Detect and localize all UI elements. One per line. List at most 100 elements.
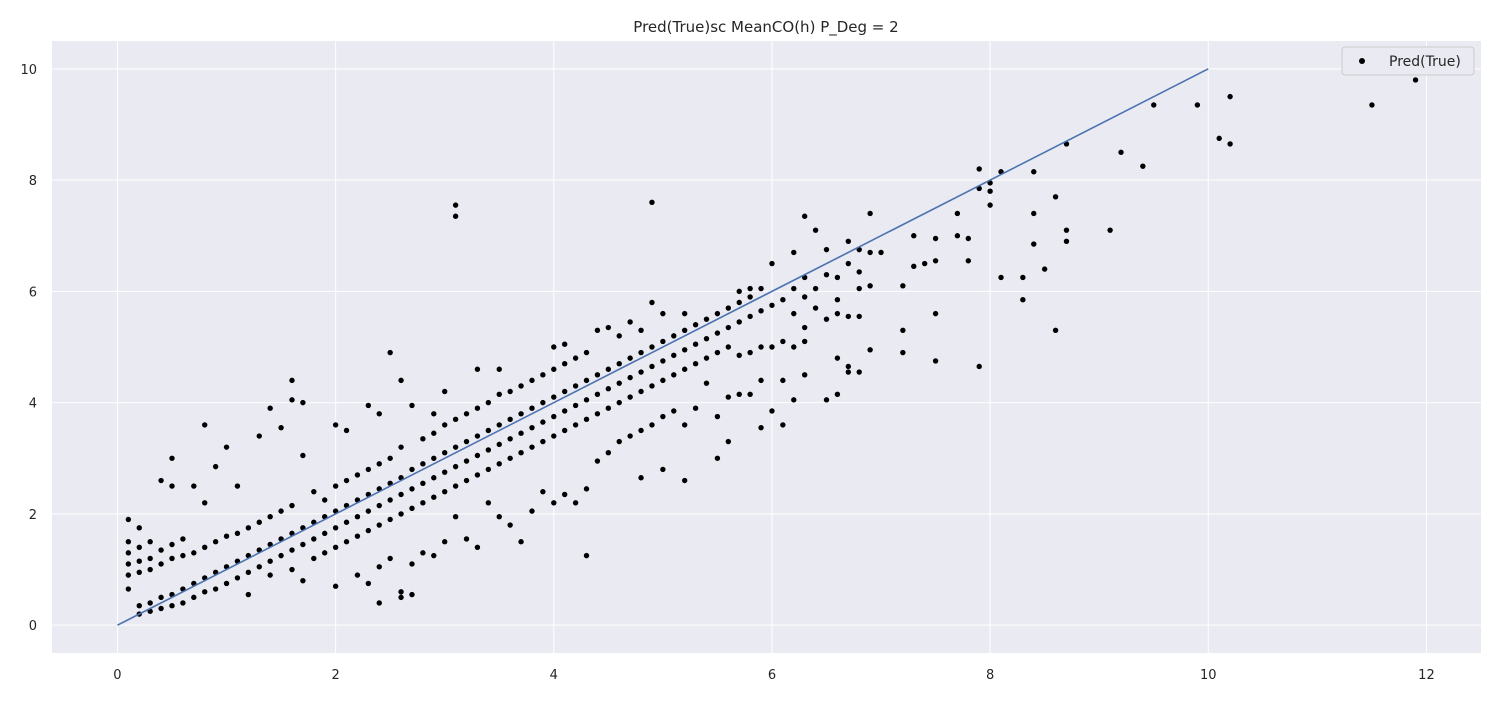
data-point: [540, 399, 546, 406]
data-point: [398, 594, 404, 601]
data-point: [551, 394, 557, 400]
data-point: [507, 416, 513, 423]
data-point: [725, 344, 732, 350]
data-point: [583, 552, 590, 559]
data-point: [594, 391, 601, 397]
data-point: [649, 383, 655, 389]
data-point: [725, 394, 732, 400]
data-point: [616, 360, 622, 367]
data-point: [442, 450, 448, 456]
data-point: [758, 308, 764, 314]
data-point: [551, 366, 557, 372]
data-point: [398, 589, 404, 595]
data-point: [289, 377, 295, 384]
data-point: [834, 274, 841, 281]
data-point: [354, 533, 361, 539]
data-point: [387, 555, 393, 562]
data-point: [1227, 141, 1233, 147]
data-point: [256, 519, 262, 525]
data-point: [452, 513, 459, 520]
data-point: [998, 274, 1004, 281]
data-point: [267, 572, 273, 578]
data-point: [867, 210, 873, 217]
data-point: [463, 438, 470, 445]
data-point: [561, 360, 568, 367]
data-point: [725, 305, 732, 311]
data-point: [223, 533, 230, 539]
data-point: [376, 564, 382, 570]
data-point: [202, 500, 208, 506]
data-point: [954, 233, 961, 239]
data-point: [463, 536, 470, 542]
data-point: [823, 246, 830, 253]
data-point: [485, 447, 492, 453]
data-point: [169, 603, 175, 609]
data-point: [332, 483, 339, 489]
data-point: [474, 472, 481, 478]
data-point: [561, 388, 568, 395]
data-point: [791, 344, 797, 350]
data-point: [529, 444, 535, 450]
data-point: [638, 327, 644, 334]
data-point: [660, 358, 666, 364]
data-point: [758, 344, 764, 350]
data-point: [431, 475, 437, 481]
data-point: [332, 525, 339, 531]
data-point: [507, 455, 513, 461]
data-point: [649, 344, 655, 350]
reference-line: [117, 68, 1209, 626]
data-point: [561, 491, 568, 498]
data-point: [681, 347, 688, 353]
data-point: [398, 377, 404, 384]
data-point: [136, 603, 142, 609]
data-point: [507, 388, 513, 395]
data-point: [420, 461, 426, 467]
data-point: [518, 411, 524, 417]
data-point: [976, 166, 982, 172]
data-point: [965, 258, 972, 264]
data-point: [834, 355, 841, 361]
data-point: [1063, 227, 1070, 233]
data-point: [202, 422, 208, 428]
data-point: [594, 458, 601, 464]
data-point: [725, 438, 732, 445]
data-point: [267, 513, 273, 520]
data-point: [420, 500, 426, 506]
data-point: [725, 324, 732, 331]
data-point: [343, 539, 350, 545]
data-point: [398, 511, 404, 517]
data-point: [452, 483, 459, 489]
data-point: [452, 444, 459, 450]
data-point: [932, 235, 939, 242]
data-point: [692, 341, 699, 347]
data-point: [365, 527, 372, 534]
data-point: [147, 555, 153, 562]
data-point: [540, 419, 546, 425]
data-point: [300, 541, 306, 548]
data-point: [234, 575, 241, 581]
y-tick-label: 8: [29, 174, 37, 189]
data-point: [1118, 149, 1124, 155]
data-point: [125, 561, 132, 567]
data-point: [801, 338, 808, 345]
data-point: [496, 441, 502, 448]
data-point: [1063, 238, 1070, 244]
data-point: [1227, 93, 1233, 100]
data-point: [1412, 77, 1419, 83]
data-point: [387, 516, 393, 523]
data-point: [703, 335, 710, 342]
data-point: [278, 424, 284, 431]
data-point: [322, 550, 328, 556]
data-point: [289, 547, 295, 553]
data-point: [158, 561, 164, 567]
data-point: [780, 297, 786, 303]
data-point: [616, 399, 622, 406]
data-point: [256, 433, 262, 439]
data-point: [223, 444, 230, 450]
data-point: [1041, 266, 1048, 272]
data-point: [627, 319, 633, 325]
data-point: [856, 269, 862, 275]
data-point: [1151, 102, 1157, 108]
data-point: [278, 552, 284, 559]
